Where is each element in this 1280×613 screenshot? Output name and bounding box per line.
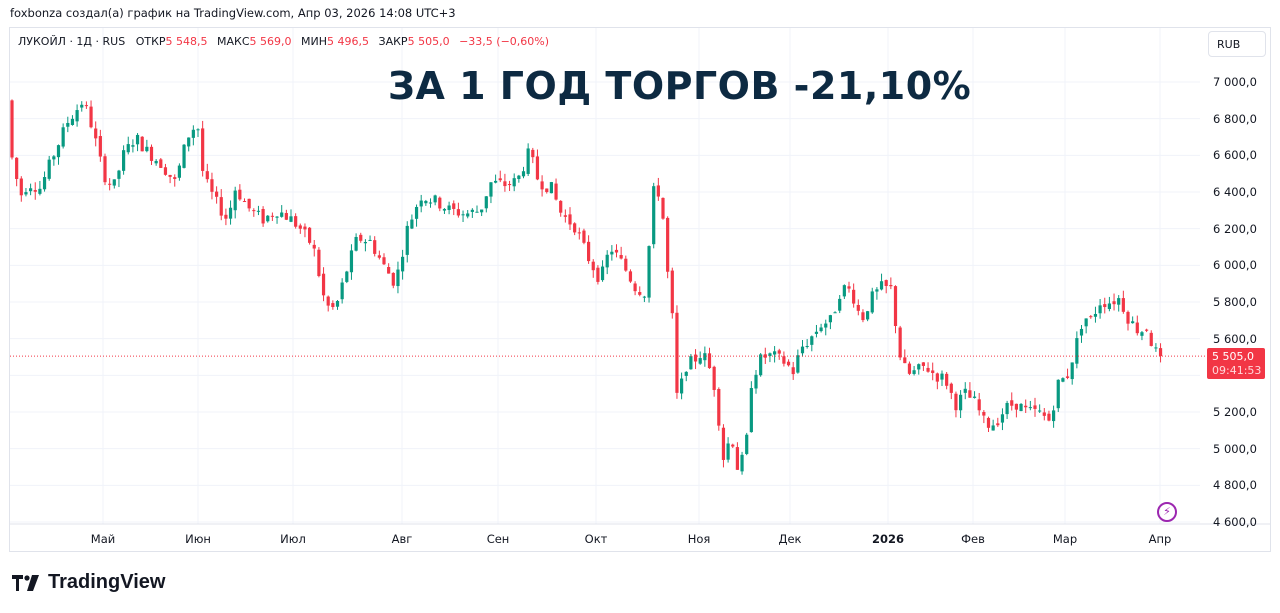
time-tick: Мар: [1052, 532, 1078, 546]
low-value: 5 496,5: [327, 35, 370, 48]
price-tick: 4 600,0: [1213, 515, 1257, 529]
change-value: −33,5 (−0,60%): [459, 35, 550, 48]
time-tick: Авг: [391, 532, 413, 546]
price-tick: 5 600,0: [1213, 331, 1257, 346]
price-tick: 4 800,0: [1213, 478, 1257, 493]
currency-button[interactable]: RUB: [1208, 31, 1266, 57]
time-tick: Фев: [961, 532, 985, 546]
close-value: 5 505,0: [407, 35, 450, 48]
bar-countdown: 09:41:53: [1212, 364, 1262, 377]
time-tick: Дек: [778, 532, 802, 546]
tradingview-logo: TradingView: [12, 571, 165, 594]
time-tick: Сен: [486, 532, 510, 546]
time-tick: Окт: [584, 532, 608, 546]
open-value: 5 548,5: [165, 35, 208, 48]
symbol-label[interactable]: ЛУКОЙЛ · 1Д · RUS: [18, 35, 126, 48]
time-tick: Ноя: [687, 532, 711, 546]
low-label: МИН: [301, 35, 328, 48]
price-tick: 5 200,0: [1213, 405, 1257, 419]
time-tick: 2026: [871, 532, 905, 546]
price-tick: 6 600,0: [1213, 148, 1257, 163]
high-value: 5 569,0: [249, 35, 292, 48]
chart-credit: foxbonza создал(а) график на TradingView…: [10, 6, 456, 20]
price-tick: 5 000,0: [1213, 441, 1257, 456]
close-label: ЗАКР: [378, 35, 408, 48]
price-tick: 6 000,0: [1213, 258, 1257, 273]
headline-annotation: ЗА 1 ГОД ТОРГОВ -21,10%: [388, 64, 972, 108]
time-tick: Июл: [280, 532, 306, 546]
price-tick: 6 400,0: [1213, 185, 1257, 199]
time-tick: Май: [90, 532, 116, 546]
price-tick: 6 200,0: [1213, 221, 1257, 236]
last-price-tag: 5 505,0 09:41:53: [1207, 348, 1265, 379]
high-label: МАКС: [217, 35, 250, 48]
ohlc-legend: ЛУКОЙЛ · 1Д · RUS ОТКР5 548,5 МАКС5 569,…: [18, 35, 555, 48]
last-price-value: 5 505,0: [1212, 350, 1254, 363]
price-tick: 6 800,0: [1213, 111, 1257, 126]
logo-text: TradingView: [48, 571, 166, 593]
price-tick: 7 000,0: [1213, 75, 1257, 89]
price-tick: 5 800,0: [1213, 295, 1257, 309]
time-tick: Апр: [1148, 532, 1172, 546]
tradingview-logo-icon: [12, 574, 39, 591]
lightning-alert-icon[interactable]: ⚡: [1157, 502, 1177, 522]
open-label: ОТКР: [135, 35, 166, 48]
time-tick: Июн: [185, 532, 211, 546]
